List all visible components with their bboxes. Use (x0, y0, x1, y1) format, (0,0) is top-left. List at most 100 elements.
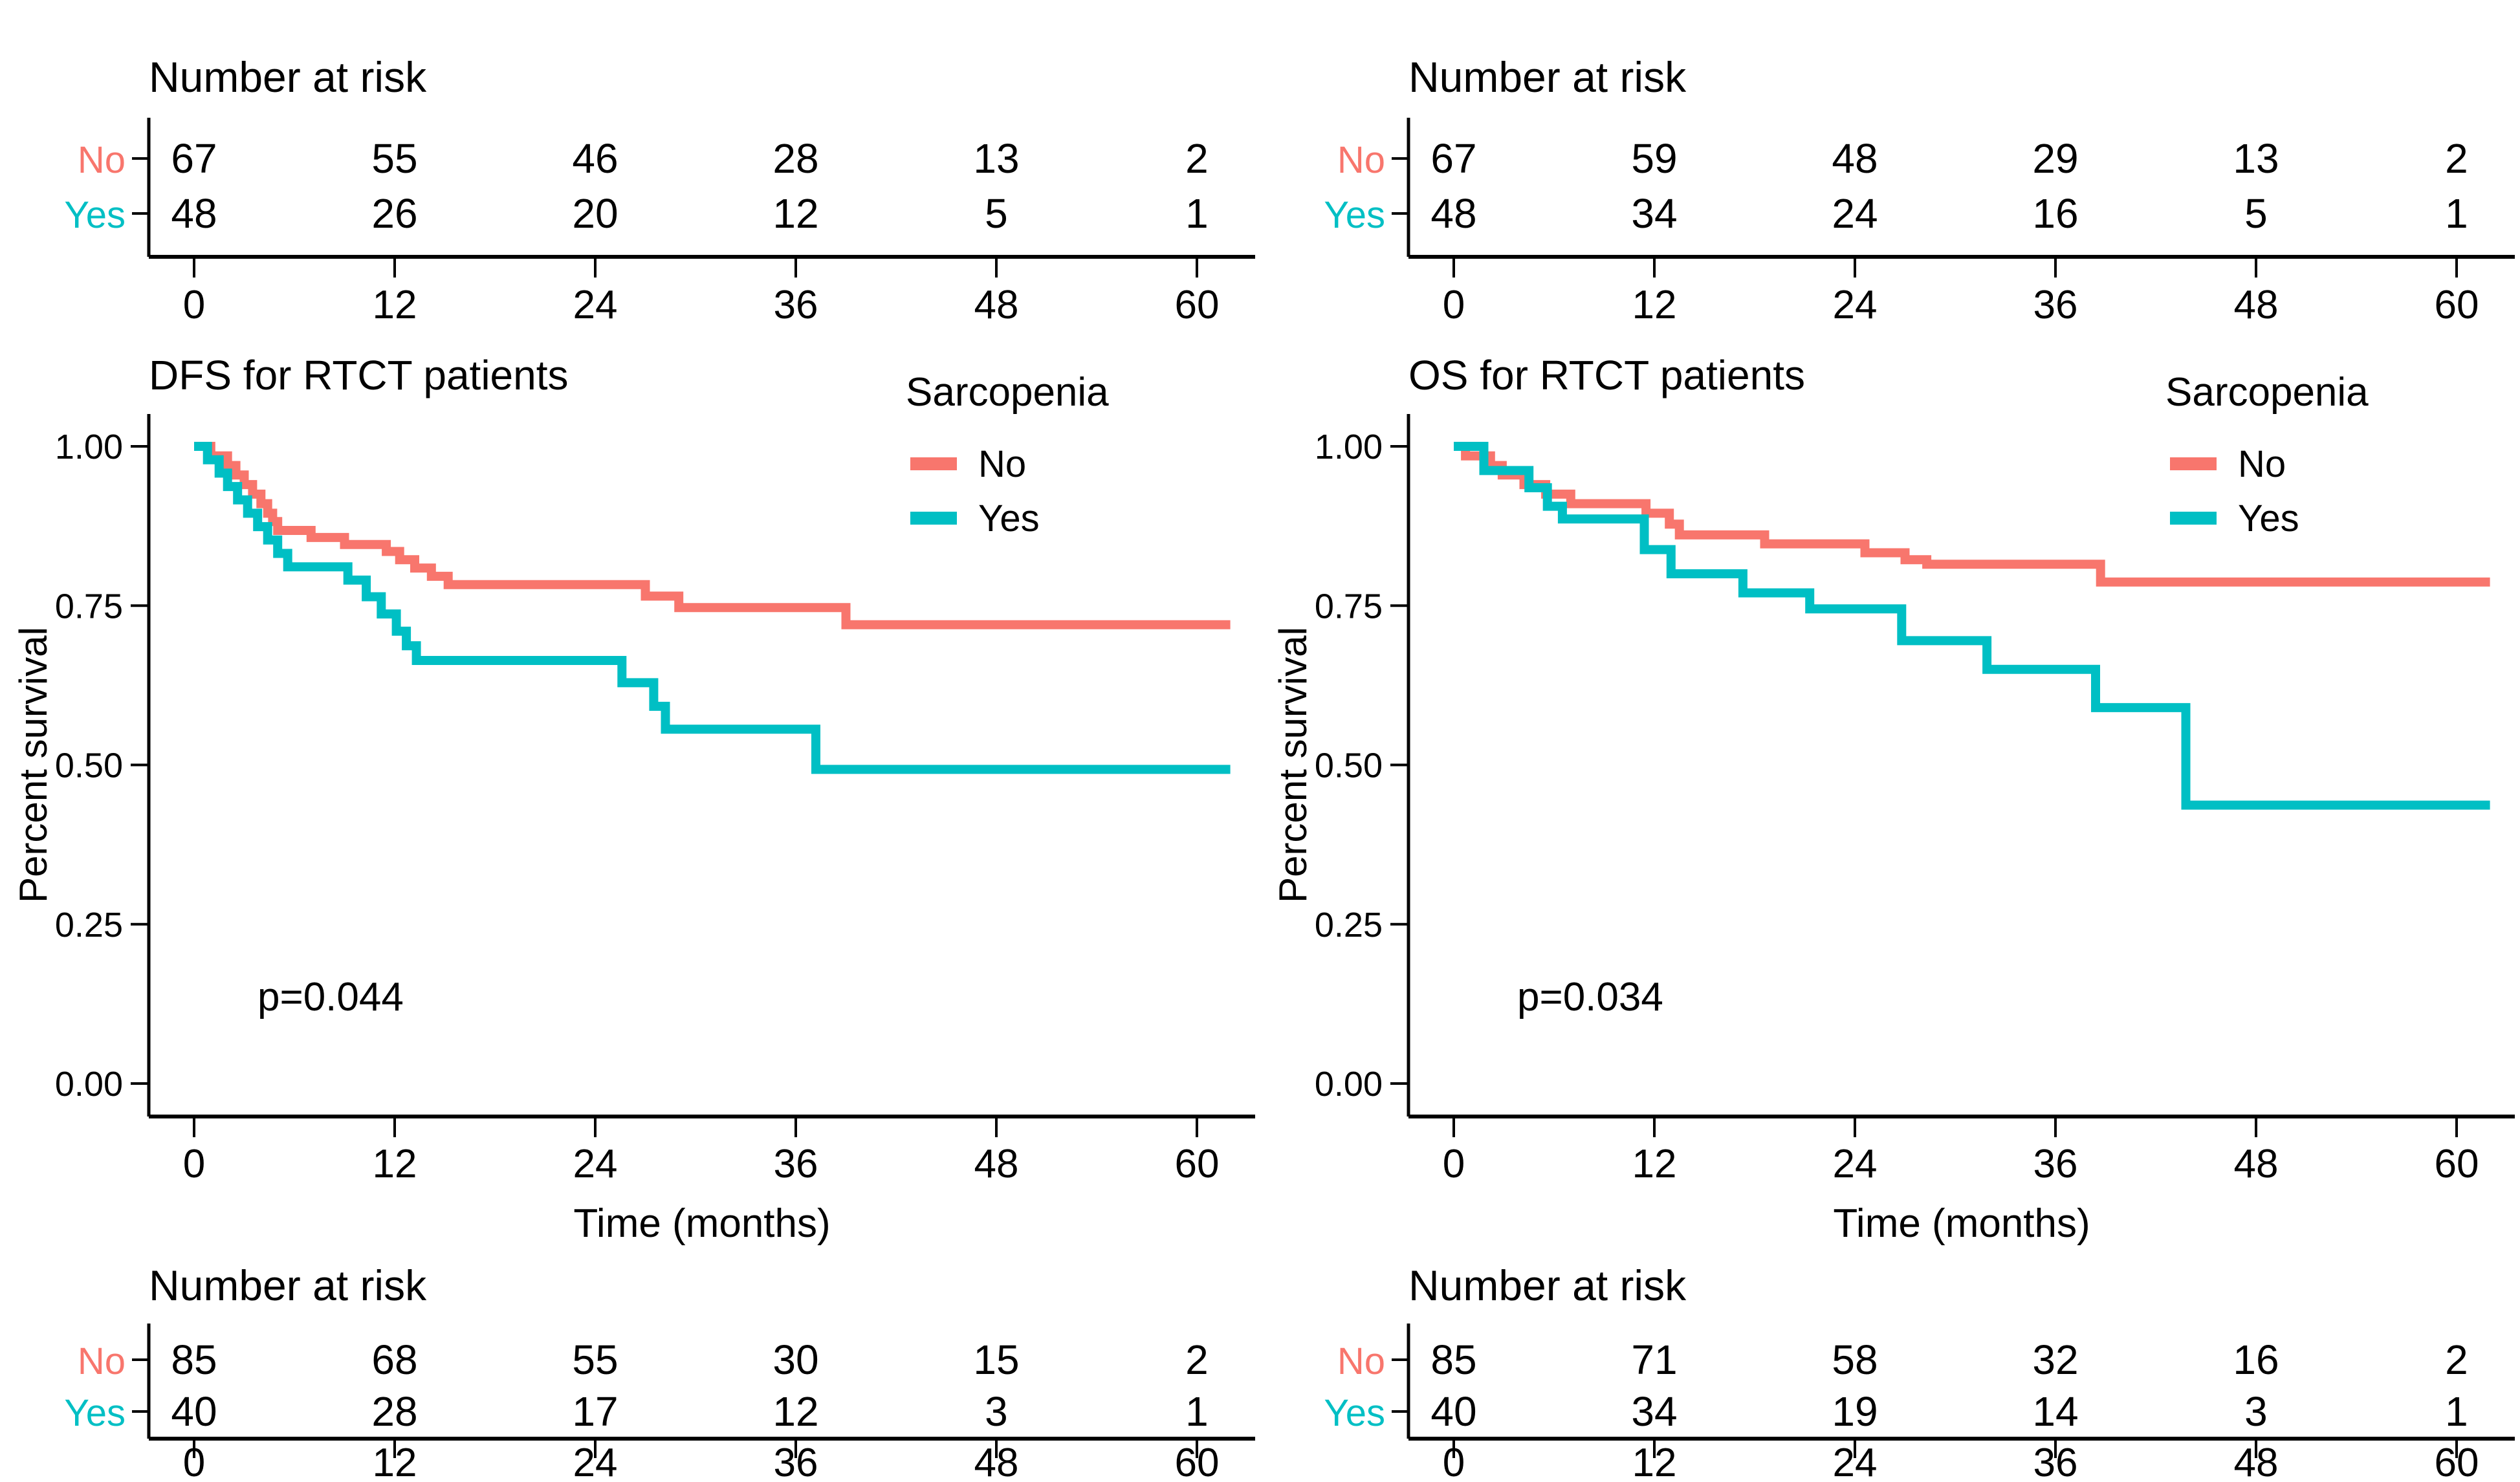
risk-value: 14 (2032, 1388, 2078, 1435)
risk-value: 24 (1832, 190, 1878, 237)
y-tick-label: 0.25 (1315, 906, 1383, 944)
risk-value: 1 (1185, 190, 1209, 237)
risk-value: 2 (2445, 135, 2468, 182)
x-tick-label: 12 (373, 1142, 417, 1186)
y-tick-label: 0.50 (55, 746, 123, 785)
risk-value: 59 (1631, 135, 1677, 182)
risk-value: 67 (171, 135, 217, 182)
p-value-label: p=0.034 (1517, 975, 1663, 1019)
x-tick-label: 24 (573, 1441, 618, 1482)
km-curve-yes (1454, 442, 2490, 810)
y-axis-title: Percent survival (1271, 627, 1315, 903)
legend-swatch (2170, 512, 2217, 525)
risk-value: 12 (772, 190, 818, 237)
legend-swatch (910, 457, 957, 470)
risk-value: 28 (772, 135, 818, 182)
x-tick-label: 48 (2233, 1441, 2278, 1482)
x-tick-label: 60 (2434, 1142, 2479, 1186)
x-tick-label: 0 (183, 1441, 205, 1482)
plot-title: OS for RTCT patients (1408, 352, 1805, 398)
risk-value: 16 (2233, 1336, 2279, 1383)
y-tick-label: 0.75 (1315, 587, 1383, 626)
risk-value: 5 (2244, 190, 2268, 237)
risk-table-top-right: Number at risk No 67 59 48 29 13 2 Yes 48 34 24 16 5 1… (1324, 53, 2515, 323)
p-value-label: p=0.044 (257, 975, 404, 1019)
x-tick-label: 24 (1833, 283, 1878, 323)
x-tick-label: 12 (1632, 1441, 1677, 1482)
x-tick-label: 12 (1632, 1142, 1677, 1186)
x-tick-label: 48 (2233, 283, 2278, 323)
risk-table-title: Number at risk (149, 53, 427, 101)
y-tick-label: 0.75 (55, 587, 123, 626)
risk-row-label: No (1337, 139, 1385, 181)
x-axis-title: Time (months) (573, 1201, 830, 1246)
risk-value: 1 (1185, 1388, 1209, 1435)
y-axis-title: Percent survival (12, 627, 55, 903)
y-tick-label: 0.25 (55, 906, 123, 944)
km-curve-no (194, 442, 1231, 629)
risk-row-label: No (78, 1340, 126, 1382)
risk-value: 67 (1430, 135, 1476, 182)
risk-value: 28 (371, 1388, 417, 1435)
y-tick-label: 0.00 (55, 1065, 123, 1104)
legend-title: Sarcopenia (2165, 370, 2369, 415)
risk-value: 40 (1430, 1388, 1476, 1435)
x-tick-label: 60 (2434, 283, 2479, 323)
risk-row-label: No (78, 139, 126, 181)
x-tick-label: 24 (1833, 1142, 1878, 1186)
legend-label: Yes (978, 497, 1040, 539)
x-tick-label: 36 (774, 1441, 818, 1482)
x-tick-label: 36 (774, 283, 818, 323)
x-tick-label: 48 (2233, 1142, 2278, 1186)
x-tick-label: 24 (1833, 1441, 1878, 1482)
x-tick-label: 60 (2434, 1441, 2479, 1482)
km-plot-os: OS for RTCT patients Sarcopenia No Yes 1.00 0… (1271, 352, 2515, 1246)
risk-value: 26 (371, 190, 417, 237)
x-tick-label: 0 (1443, 1142, 1465, 1186)
legend-title: Sarcopenia (906, 370, 1109, 415)
legend-entry: Yes (910, 497, 1040, 539)
risk-value: 55 (572, 1336, 618, 1383)
legend-swatch (910, 512, 957, 525)
x-tick-label: 0 (183, 1142, 205, 1186)
x-tick-label: 24 (573, 283, 618, 323)
risk-value: 46 (572, 135, 618, 182)
risk-value: 34 (1631, 1388, 1677, 1435)
y-tick-label: 0.50 (1315, 746, 1383, 785)
risk-value: 20 (572, 190, 618, 237)
x-axis-title: Time (months) (1833, 1201, 2090, 1246)
risk-row-label: Yes (1324, 194, 1385, 236)
x-tick-label: 60 (1174, 1441, 1219, 1482)
y-tick-label: 1.00 (55, 428, 123, 466)
x-tick-label: 60 (1174, 283, 1219, 323)
risk-value: 13 (2233, 135, 2279, 182)
risk-value: 48 (171, 190, 217, 237)
risk-value: 85 (1430, 1336, 1476, 1383)
risk-row-label: Yes (1324, 1392, 1385, 1434)
km-curve-no (1454, 442, 2490, 587)
risk-table-title: Number at risk (1408, 53, 1687, 101)
risk-row-label: Yes (64, 1392, 126, 1434)
x-tick-label: 36 (2033, 1142, 2078, 1186)
risk-value: 16 (2032, 190, 2078, 237)
km-curve-yes (194, 442, 1231, 774)
risk-table-bottom-left: Number at risk No 85 68 55 30 15 2 Yes 40 28 17 12 3 1… (64, 1261, 1255, 1482)
x-tick-label: 0 (1443, 1441, 1465, 1482)
risk-value: 2 (1185, 1336, 1209, 1383)
x-tick-label: 36 (774, 1142, 818, 1186)
risk-value: 85 (171, 1336, 217, 1383)
y-tick-label: 1.00 (1315, 428, 1383, 466)
risk-value: 48 (1430, 190, 1476, 237)
x-tick-label: 12 (1632, 283, 1677, 323)
legend-swatch (2170, 457, 2217, 470)
risk-table-top-left: Number at risk No 67 55 46 28 13 2 Yes 48 26 20 12 5 1… (64, 53, 1255, 323)
legend-label: No (978, 443, 1026, 485)
risk-value: 30 (772, 1336, 818, 1383)
y-tick-label: 0.00 (1315, 1065, 1383, 1104)
risk-value: 12 (772, 1388, 818, 1435)
risk-table-bottom-right: Number at risk No 85 71 58 32 16 2 Yes 40 34 19 14 3 1… (1324, 1261, 2515, 1482)
x-tick-label: 36 (2033, 283, 2078, 323)
risk-value: 19 (1832, 1388, 1878, 1435)
legend-entry: No (2170, 443, 2286, 485)
